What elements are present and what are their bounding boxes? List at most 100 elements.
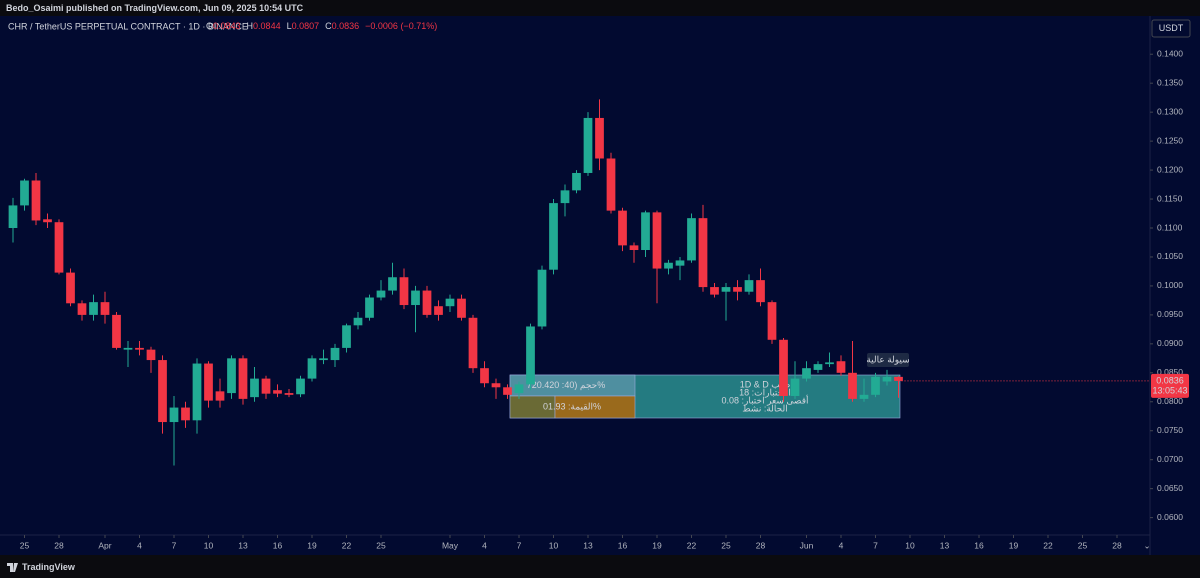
y-tick-label: 0.0850 — [1157, 367, 1183, 377]
candle-body — [836, 361, 846, 373]
candle-body — [31, 180, 41, 221]
candle-body — [261, 378, 271, 394]
candle-body — [744, 280, 754, 292]
y-tick-label: 0.1250 — [1157, 135, 1183, 145]
x-tick-label: 25 — [721, 540, 731, 550]
legend-value: −0.0006 (−0.71%) — [365, 21, 437, 31]
candle-body — [652, 212, 662, 269]
currency-label[interactable]: USDT — [1159, 23, 1184, 33]
legend-value: 0.0843 — [213, 21, 241, 31]
candle-body — [687, 218, 696, 261]
legend-value: 0.0807 — [292, 21, 320, 31]
y-tick-label: 0.1200 — [1157, 164, 1183, 174]
candle-body — [89, 302, 98, 315]
legend-key: O — [206, 21, 213, 31]
zone-value: 01.93 :القيمة% — [543, 401, 601, 411]
candle-body — [848, 372, 857, 399]
footer-brand: TradingView — [22, 562, 76, 572]
legend-value: 0.0836 — [332, 21, 360, 31]
candle-body — [54, 222, 64, 273]
y-tick-label: 0.0900 — [1157, 338, 1183, 348]
candle-body — [802, 368, 811, 379]
x-tick-label: 19 — [1009, 540, 1019, 550]
candle-body — [445, 298, 455, 307]
candle-body — [733, 287, 742, 292]
candle-body — [882, 376, 892, 382]
candle-body — [422, 290, 432, 315]
y-tick-label: 0.1400 — [1157, 48, 1183, 58]
candle-body — [514, 384, 524, 394]
candle-body — [77, 303, 87, 315]
tv-logo — [7, 563, 18, 572]
x-tick-label: 19 — [307, 540, 317, 550]
candle-body — [572, 172, 581, 191]
scroll-icon[interactable]: ⌄ — [1143, 540, 1150, 550]
top-bar — [0, 0, 1200, 16]
y-tick-label: 0.1350 — [1157, 77, 1183, 87]
x-tick-label: 13 — [238, 540, 248, 550]
candle-body — [319, 358, 328, 361]
x-tick-label: 4 — [482, 540, 487, 550]
candle-body — [526, 326, 535, 385]
currency-button[interactable] — [1151, 19, 1191, 38]
x-tick-label: 22 — [342, 540, 352, 550]
candle-body — [307, 358, 317, 379]
x-tick-label: 13 — [940, 540, 950, 550]
candle-body — [204, 363, 213, 401]
y-tick-label: 0.0600 — [1157, 512, 1183, 522]
zone-tests: الاختبارات: 18 — [739, 387, 791, 398]
candle-body — [664, 262, 673, 269]
candle-body — [813, 364, 823, 370]
candle-body — [756, 280, 765, 303]
candle-body — [468, 317, 478, 369]
candle-body — [629, 245, 639, 251]
ohlc-legend: O0.0843 H0.0844 L0.0807 C0.0836 −0.0006 (−0.… — [206, 21, 437, 31]
candle-body — [537, 269, 547, 327]
candle-body — [112, 314, 121, 348]
x-tick-label: 7 — [172, 540, 177, 550]
zone-title: 1D & D طلب — [740, 379, 791, 389]
candle-body — [20, 180, 29, 206]
candle-body — [549, 203, 558, 270]
x-tick-label: 7 — [873, 540, 878, 550]
candle-body — [825, 362, 834, 365]
candle-body — [238, 358, 248, 399]
x-tick-label: 22 — [687, 540, 697, 550]
candle-body — [480, 368, 489, 384]
candle-body — [66, 272, 75, 304]
x-tick-label: 10 — [549, 540, 559, 550]
liquidity-label: سيولة عالية — [866, 354, 909, 365]
candle-body — [192, 363, 202, 421]
y-tick-label: 0.0700 — [1157, 454, 1183, 464]
x-tick-label: 25 — [1078, 540, 1088, 550]
candle-body — [411, 290, 420, 306]
candle-body — [43, 219, 52, 223]
candle-body — [779, 339, 788, 396]
y-tick-label: 0.0650 — [1157, 483, 1183, 493]
liquidity-tag — [867, 353, 909, 367]
candle-body — [503, 387, 512, 395]
candle-body — [399, 277, 409, 306]
candle-body — [388, 277, 397, 291]
candle-body — [8, 205, 18, 229]
candle-body — [158, 360, 167, 423]
candle-body — [595, 117, 604, 159]
zone-value-box — [554, 395, 636, 419]
x-tick-label: 7 — [517, 540, 522, 550]
x-tick-label: 25 — [20, 540, 30, 550]
candle-body — [859, 394, 869, 399]
y-tick-label: 0.1300 — [1157, 106, 1183, 116]
last-price-box — [1151, 373, 1189, 398]
candle-body — [296, 378, 305, 395]
candle-body — [583, 117, 593, 173]
x-tick-label: Jun — [800, 540, 814, 550]
candle-body — [330, 347, 340, 361]
candle-body — [675, 260, 685, 266]
y-tick-label: 0.1100 — [1157, 222, 1183, 232]
candle-body — [790, 378, 800, 396]
candle-body — [491, 383, 501, 388]
x-tick-label: 13 — [583, 540, 593, 550]
zone-status: الحالة: نشط — [742, 403, 787, 413]
candle-body — [215, 391, 225, 401]
